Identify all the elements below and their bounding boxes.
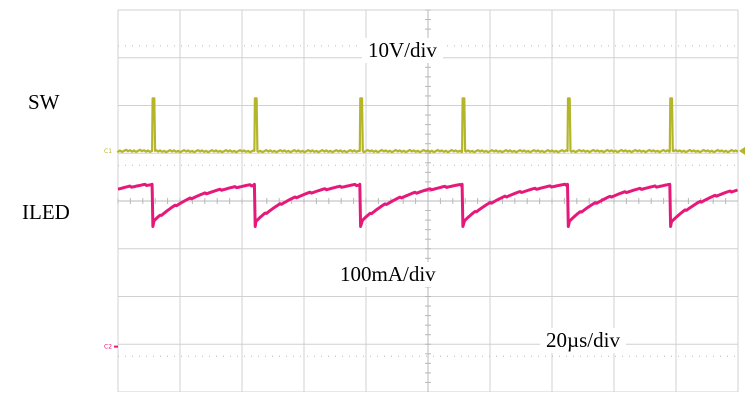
graticule xyxy=(117,9,739,393)
ch2-marker: C2 xyxy=(104,344,112,351)
volts-per-div-label: 10V/div xyxy=(362,38,443,63)
iled-channel-label: ILED xyxy=(22,200,70,224)
amps-per-div-label: 100mA/div xyxy=(334,262,442,287)
time-per-div-label: 20µs/div xyxy=(540,328,626,353)
ch1-marker: C1 xyxy=(104,148,112,155)
traces xyxy=(116,97,739,228)
sw-channel-label: SW xyxy=(28,90,60,114)
channel-markers: C1 C2 xyxy=(104,146,745,351)
trigger-level-arrow xyxy=(739,146,745,155)
sw-trace xyxy=(116,97,739,154)
iled-trace xyxy=(117,182,738,228)
